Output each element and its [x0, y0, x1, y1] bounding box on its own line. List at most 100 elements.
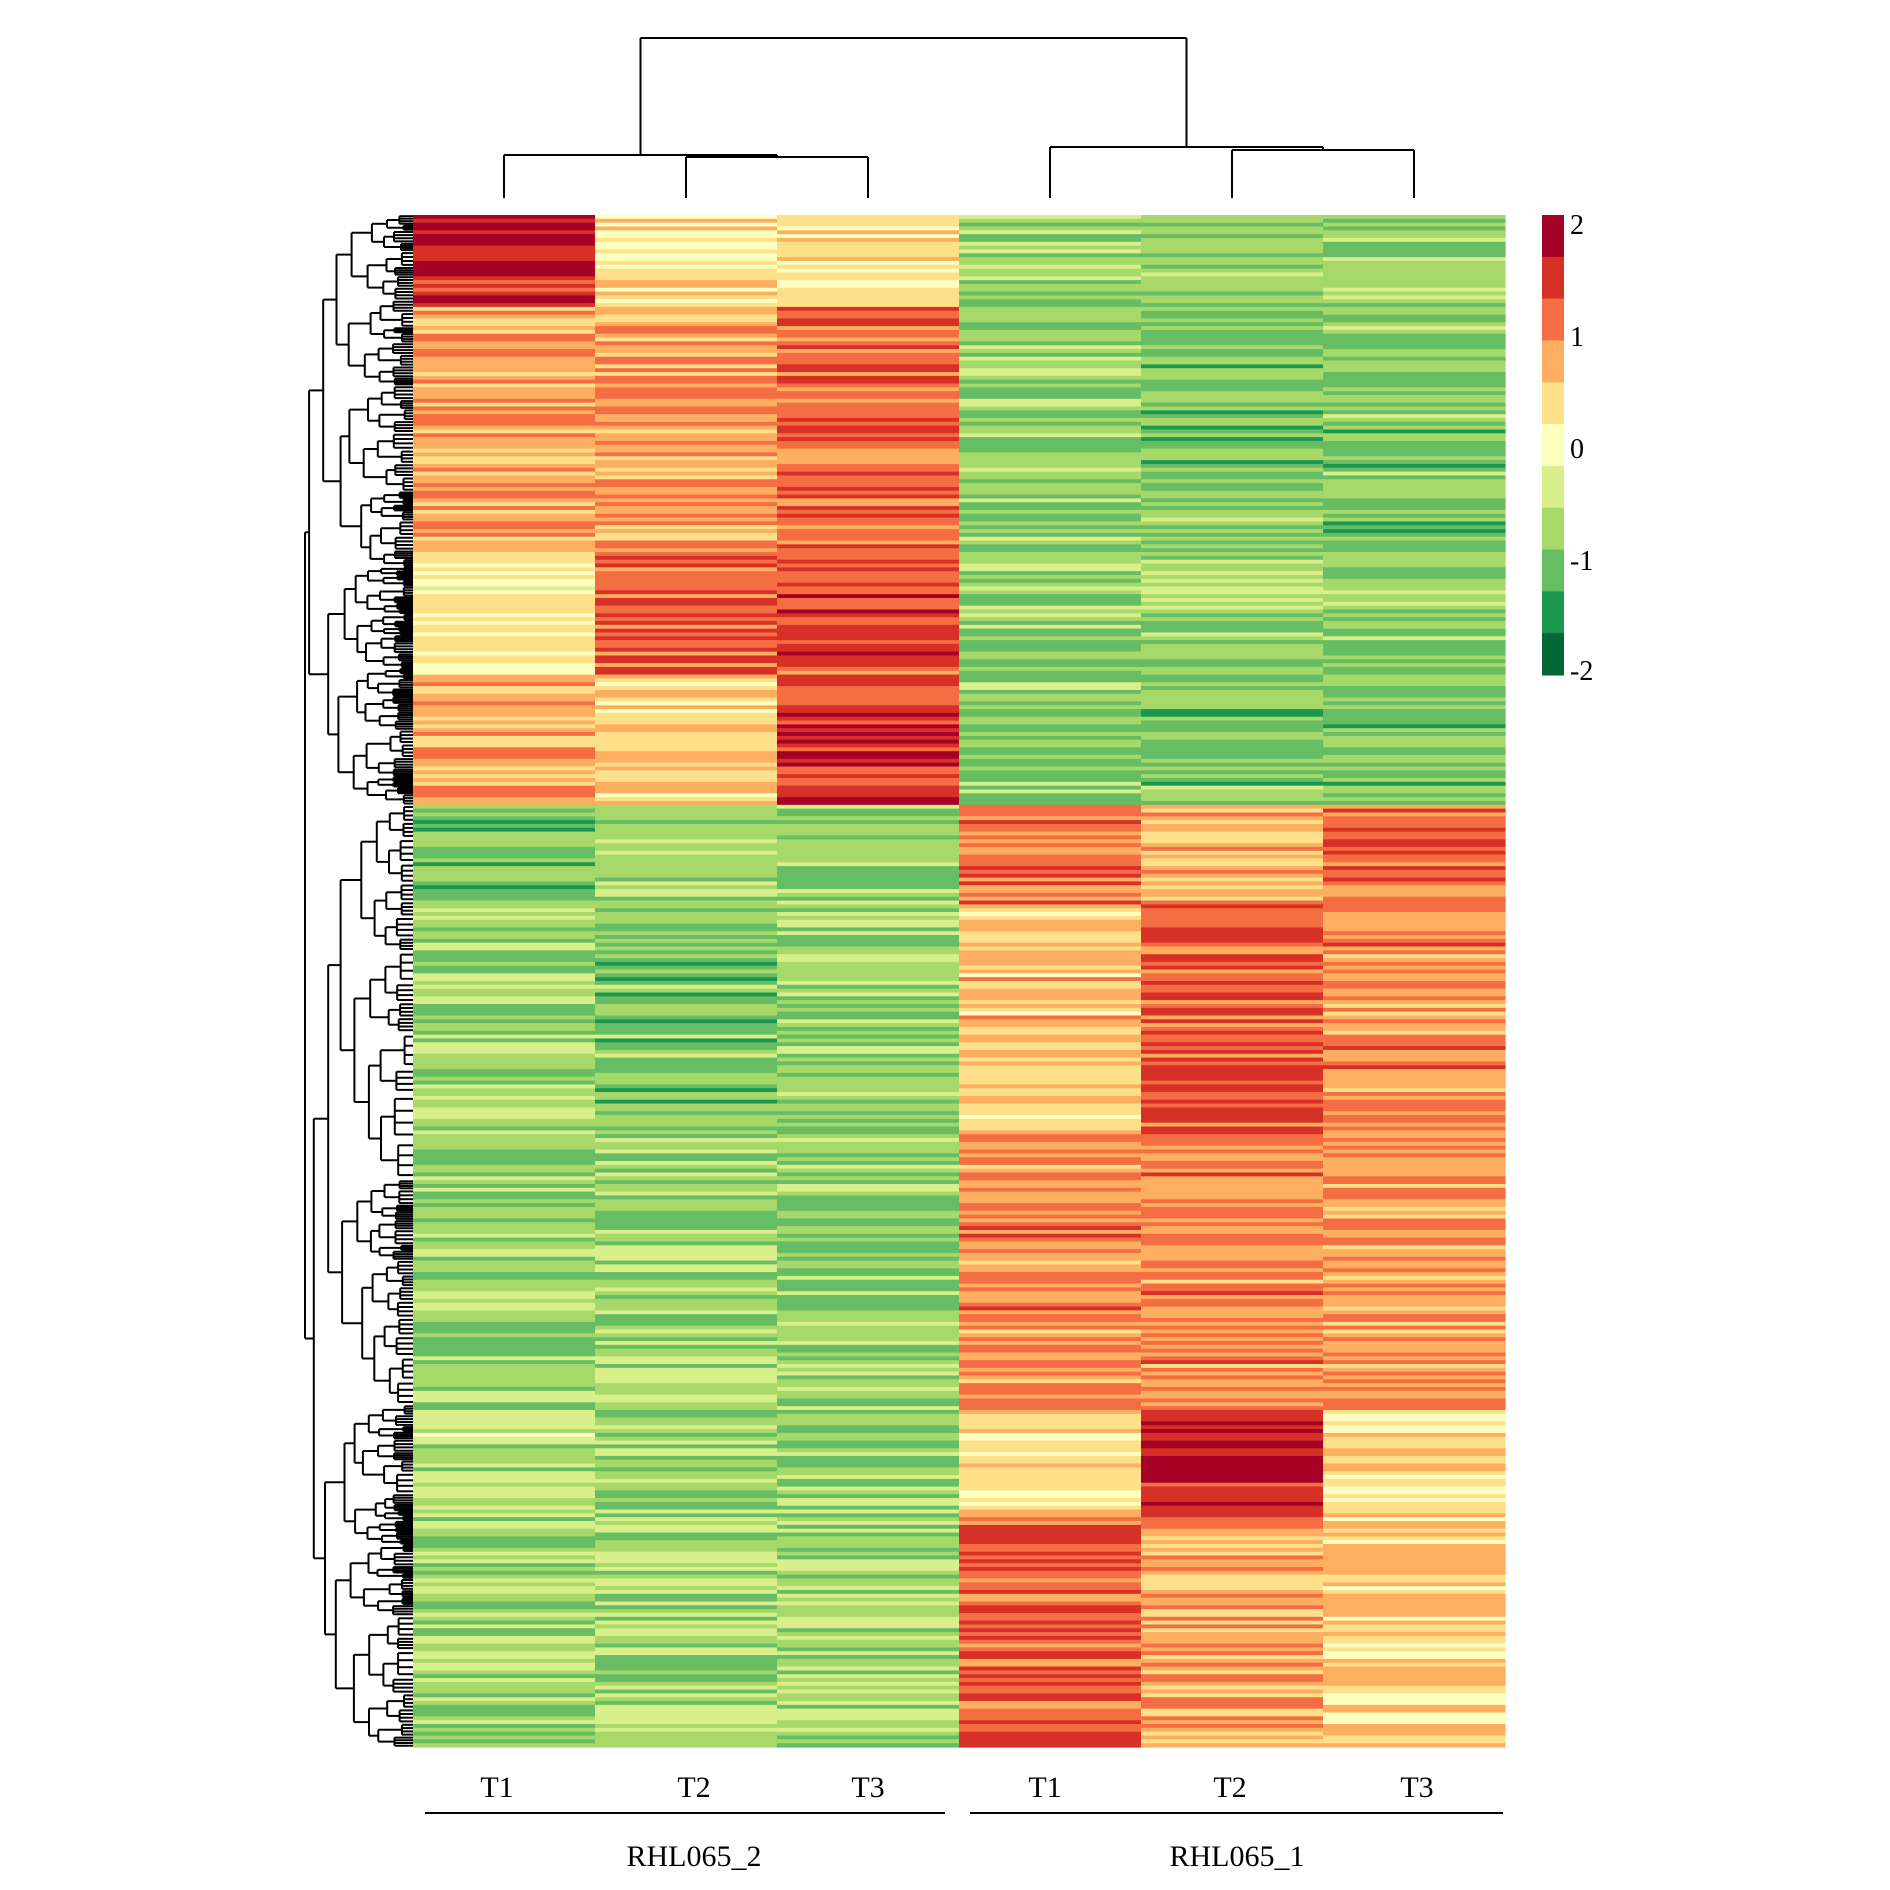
heatmap-cell	[959, 463, 1142, 469]
heatmap-cell	[959, 1011, 1142, 1017]
heatmap-cell	[1323, 483, 1506, 488]
heatmap-cell	[777, 1409, 960, 1415]
heatmap-cell	[777, 605, 960, 611]
heatmap-cell	[413, 1249, 596, 1254]
heatmap-cell	[1323, 1379, 1506, 1384]
heatmap-cell	[777, 1639, 960, 1645]
heatmap-cell	[595, 735, 778, 741]
heatmap-cell	[413, 1168, 596, 1174]
heatmap-cell	[413, 567, 596, 572]
heatmap-cell	[959, 222, 1142, 228]
heatmap-cell	[777, 800, 960, 806]
heatmap-cell	[959, 1639, 1142, 1645]
heatmap-cell	[777, 981, 960, 986]
legend-tick-label: 1	[1570, 322, 1584, 353]
heatmap-cell	[1141, 1145, 1324, 1151]
heatmap-cell	[595, 525, 778, 530]
heatmap-cell	[959, 609, 1142, 614]
heatmap-cell	[959, 862, 1142, 867]
heatmap-cell	[959, 873, 1142, 879]
heatmap-cell	[777, 1559, 960, 1564]
heatmap-cell	[595, 958, 778, 963]
heatmap-cell	[1323, 1697, 1506, 1702]
heatmap-cell	[1141, 835, 1324, 840]
heatmap-cell	[1323, 1007, 1506, 1013]
heatmap-cell	[777, 1360, 960, 1365]
heatmap-cell	[595, 1544, 778, 1549]
heatmap-cell	[595, 1524, 778, 1530]
heatmap-cell	[595, 1287, 778, 1292]
heatmap-cell	[413, 915, 596, 921]
heatmap-cell	[1141, 950, 1324, 955]
heatmap-cell	[1141, 402, 1324, 408]
heatmap-cell	[1141, 1164, 1324, 1170]
heatmap-cell	[959, 1666, 1142, 1671]
heatmap-cell	[959, 471, 1142, 477]
heatmap-cell	[959, 793, 1142, 798]
heatmap-cell	[959, 1187, 1142, 1193]
heatmap-cell	[777, 329, 960, 335]
heatmap-cell	[1323, 1429, 1506, 1434]
heatmap-cell	[595, 295, 778, 300]
column-dendrogram	[503, 37, 1415, 198]
heatmap-cell	[595, 919, 778, 925]
heatmap-cell	[777, 1226, 960, 1231]
heatmap-cell	[959, 521, 1142, 526]
heatmap-cell	[959, 712, 1142, 718]
heatmap-cell	[595, 1195, 778, 1200]
heatmap-cell	[413, 1735, 596, 1740]
heatmap-cell	[1323, 1272, 1506, 1277]
heatmap-cell	[595, 716, 778, 722]
heatmap-cell	[1141, 1555, 1324, 1560]
heatmap-cell	[959, 751, 1142, 756]
heatmap-cell	[959, 590, 1142, 595]
heatmap-cell	[413, 1570, 596, 1576]
heatmap-cell	[777, 1486, 960, 1491]
heatmap-cell	[1141, 437, 1324, 442]
heatmap-cell	[1323, 1417, 1506, 1423]
column-label: T3	[1400, 1771, 1433, 1804]
heatmap-cell	[959, 674, 1142, 680]
heatmap-cell	[1141, 709, 1324, 714]
heatmap-cell	[595, 506, 778, 511]
heatmap-cell	[595, 617, 778, 622]
heatmap-cell	[595, 521, 778, 526]
heatmap-cell	[595, 237, 778, 243]
heatmap-cell	[777, 1341, 960, 1346]
heatmap-cell	[595, 1191, 778, 1197]
heatmap-cell	[777, 1095, 960, 1101]
heatmap-cell	[1323, 517, 1506, 522]
legend-tick-label: 0	[1570, 434, 1584, 465]
heatmap-cell	[959, 774, 1142, 779]
heatmap-cell	[413, 781, 596, 787]
heatmap-cell	[1323, 996, 1506, 1001]
heatmap-cell	[959, 1574, 1142, 1580]
heatmap-cell	[1141, 808, 1324, 814]
heatmap-cell	[1323, 770, 1506, 775]
heatmap-cell	[1323, 981, 1506, 986]
heatmap-cell	[595, 253, 778, 258]
heatmap-cell	[777, 919, 960, 925]
heatmap-cell	[777, 686, 960, 691]
heatmap-cell	[595, 877, 778, 883]
heatmap-cell	[595, 1371, 778, 1377]
heatmap-cell	[777, 444, 960, 450]
heatmap-cell	[1323, 946, 1506, 951]
heatmap-cell	[777, 234, 960, 239]
heatmap-cell	[959, 1019, 1142, 1024]
heatmap-cell	[1323, 226, 1506, 231]
heatmap-cell	[1323, 1432, 1506, 1438]
heatmap-cell	[1141, 712, 1324, 718]
heatmap-cell	[595, 663, 778, 668]
heatmap-cell	[1141, 456, 1324, 461]
heatmap-cell	[595, 866, 778, 871]
heatmap-cell	[413, 892, 596, 898]
heatmap-cell	[1141, 306, 1324, 312]
heatmap-cell	[959, 1655, 1142, 1660]
heatmap-cell	[777, 264, 960, 270]
heatmap-cell	[1141, 1589, 1324, 1595]
heatmap-cell	[777, 260, 960, 266]
heatmap-cell	[959, 820, 1142, 825]
heatmap-cell	[413, 529, 596, 534]
heatmap-cell	[413, 1318, 596, 1323]
